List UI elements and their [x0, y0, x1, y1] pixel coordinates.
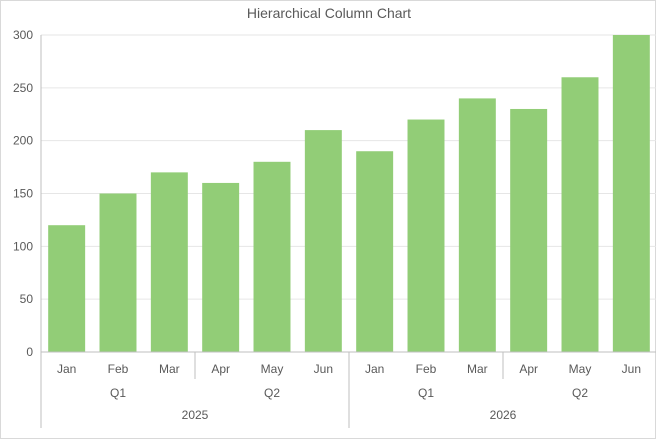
x-tick-label: Apr [519, 362, 538, 376]
x-tick-label: Jun [622, 362, 641, 376]
bar [150, 172, 188, 352]
bar [356, 151, 394, 352]
x-tick-label: Feb [416, 362, 437, 376]
bar [253, 161, 291, 352]
bar [202, 182, 240, 352]
bar [407, 119, 445, 353]
x-tick-label: May [261, 362, 284, 376]
x-tick-label: Apr [211, 362, 230, 376]
y-tick-label: 0 [26, 345, 33, 359]
x-tick-label: May [569, 362, 592, 376]
x-tick-label: Jan [365, 362, 384, 376]
x-tick-label: Jan [57, 362, 76, 376]
quarter-label: Q1 [110, 386, 126, 400]
bar [304, 130, 342, 352]
quarter-label: Q2 [572, 386, 588, 400]
y-tick-label: 250 [13, 81, 33, 95]
x-tick-label: Mar [467, 362, 488, 376]
bar [612, 35, 650, 352]
x-tick-label: Jun [314, 362, 333, 376]
quarter-label: Q2 [264, 386, 280, 400]
y-tick-label: 300 [13, 28, 33, 42]
bar [510, 108, 548, 352]
quarter-label: Q1 [418, 386, 434, 400]
y-tick-label: 150 [13, 187, 33, 201]
y-tick-label: 100 [13, 239, 33, 253]
bar [561, 77, 599, 353]
year-label: 2026 [490, 408, 517, 422]
bar [99, 193, 137, 352]
x-tick-label: Mar [159, 362, 180, 376]
x-tick-label: Feb [108, 362, 129, 376]
bar [458, 98, 496, 353]
year-label: 2025 [182, 408, 209, 422]
y-tick-label: 200 [13, 134, 33, 148]
y-tick-label: 50 [20, 292, 34, 306]
bar [48, 225, 86, 352]
chart-title: Hierarchical Column Chart [246, 5, 412, 21]
